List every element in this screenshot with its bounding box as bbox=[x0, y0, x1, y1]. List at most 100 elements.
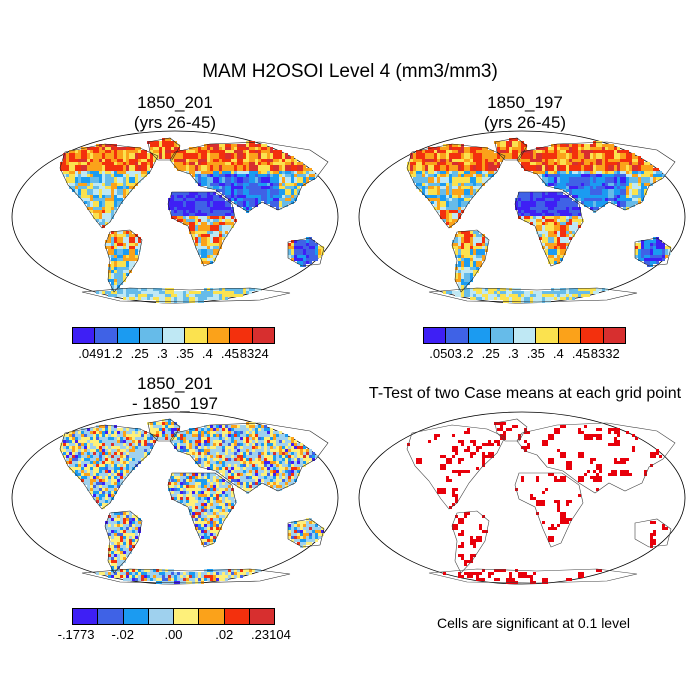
panel3-map bbox=[11, 411, 339, 585]
colorbar-swatch bbox=[199, 609, 225, 624]
colorbar-swatch bbox=[513, 328, 537, 343]
colorbar-swatch bbox=[224, 609, 250, 624]
coastline-north-america bbox=[406, 424, 506, 510]
colorbar-swatch bbox=[73, 328, 96, 343]
coastline-australia bbox=[287, 237, 325, 267]
colorbar-swatch bbox=[424, 328, 447, 343]
colorbar-tick-label: .45 bbox=[571, 346, 590, 361]
coastline-south-america bbox=[451, 229, 490, 293]
colorbar-swatch bbox=[162, 328, 186, 343]
panel2-colorbar bbox=[423, 327, 626, 344]
colorbar-swatch bbox=[491, 328, 514, 343]
coastline-eurasia bbox=[169, 141, 329, 213]
coastline-greenland bbox=[147, 137, 181, 161]
coastline-australia bbox=[634, 518, 672, 548]
colorbar-tick-label: .3 bbox=[507, 346, 519, 361]
map-cells bbox=[60, 419, 324, 584]
coastline-eurasia bbox=[516, 422, 676, 494]
colorbar-tick-label: .4 bbox=[201, 346, 213, 361]
panel2-title-line2: (yrs 26-45) bbox=[483, 113, 567, 132]
coastline-south-america bbox=[451, 510, 490, 574]
colorbar-tick-label: .4 bbox=[552, 346, 564, 361]
coastline-north-america bbox=[59, 424, 159, 510]
colorbar-swatch bbox=[536, 328, 559, 343]
colorbar-tick-label: .2 bbox=[462, 346, 474, 361]
panel3-title-line2: - 1850_197 bbox=[131, 394, 219, 413]
coastline-antarctica bbox=[81, 568, 291, 584]
coastline-greenland bbox=[494, 418, 528, 442]
panel3-colorbar-labels: -.1773 -.02 .00 .02 .23104 bbox=[0, 627, 700, 647]
colorbar-swatch bbox=[230, 328, 253, 343]
panel4-map bbox=[358, 411, 686, 585]
coastline-eurasia bbox=[516, 141, 676, 213]
panel1-map bbox=[11, 130, 339, 304]
colorbar-tick-label: .2 bbox=[111, 346, 123, 361]
colorbar-tick-label: .45 bbox=[220, 346, 239, 361]
colorbar-swatch bbox=[174, 609, 200, 624]
colorbar-tick-label: .0503 bbox=[429, 346, 462, 361]
panel2-title-line1: 1850_197 bbox=[487, 93, 563, 112]
colorbar-swatch bbox=[140, 328, 163, 343]
coastline-antarctica bbox=[81, 287, 291, 303]
colorbar-swatch bbox=[252, 328, 274, 343]
colorbar-tick-label: .8332 bbox=[587, 346, 620, 361]
coastline-africa bbox=[167, 191, 237, 267]
panel1-colorbar bbox=[72, 327, 275, 344]
colorbar-tick-label: .02 bbox=[215, 627, 234, 642]
colorbar-swatch bbox=[558, 328, 582, 343]
colorbar-swatch bbox=[603, 328, 625, 343]
colorbar-swatch bbox=[148, 609, 174, 624]
colorbar-tick-label: .0491 bbox=[78, 346, 111, 361]
colorbar-swatch bbox=[446, 328, 469, 343]
coastline-eurasia bbox=[169, 422, 329, 494]
panel1-title: 1850_201 (yrs 26-45) bbox=[30, 93, 320, 133]
coastline-greenland bbox=[147, 418, 181, 442]
colorbar-swatch bbox=[73, 609, 99, 624]
panel4-title: T-Test of two Case means at each grid po… bbox=[368, 385, 682, 402]
panel3-title: 1850_201 - 1850_197 bbox=[30, 374, 320, 414]
coastline-australia bbox=[287, 518, 325, 548]
panel2-map bbox=[358, 130, 686, 304]
colorbar-tick-label: .3 bbox=[156, 346, 168, 361]
panel2-title: 1850_197 (yrs 26-45) bbox=[380, 93, 670, 133]
coastline-north-america bbox=[406, 143, 506, 229]
coastline-antarctica bbox=[428, 568, 638, 584]
coastline-australia bbox=[634, 237, 672, 267]
colorbar-swatch bbox=[249, 609, 274, 624]
colorbar-swatch bbox=[123, 609, 149, 624]
panel1-colorbar-labels: .0491.2.25.3.35.4.45.8324 bbox=[0, 346, 700, 366]
colorbar-tick-label: .35 bbox=[175, 346, 194, 361]
colorbar-swatch bbox=[581, 328, 604, 343]
colorbar-swatch bbox=[207, 328, 231, 343]
map-cells bbox=[407, 422, 668, 584]
colorbar-swatch bbox=[117, 328, 141, 343]
coastline-antarctica bbox=[428, 287, 638, 303]
panel3-colorbar bbox=[72, 608, 275, 625]
colorbar-tick-label: .25 bbox=[481, 346, 500, 361]
colorbar-tick-label: -.02 bbox=[111, 627, 134, 642]
colorbar-tick-label: -.1773 bbox=[57, 627, 95, 642]
coastline-africa bbox=[167, 472, 237, 548]
coastline-africa bbox=[514, 191, 584, 267]
map-cells bbox=[407, 138, 671, 303]
colorbar-swatch bbox=[185, 328, 208, 343]
colorbar-tick-label: .35 bbox=[526, 346, 545, 361]
coastline-africa bbox=[514, 472, 584, 548]
colorbar-tick-label: .00 bbox=[164, 627, 183, 642]
coastline-north-america bbox=[59, 143, 159, 229]
colorbar-swatch bbox=[95, 328, 118, 343]
panel1-title-line2: (yrs 26-45) bbox=[133, 113, 217, 132]
colorbar-tick-label: .23104 bbox=[251, 627, 291, 642]
main-title: MAM H2OSOI Level 4 (mm3/mm3) bbox=[202, 61, 498, 82]
colorbar-tick-label: .25 bbox=[130, 346, 149, 361]
colorbar-swatch bbox=[98, 609, 124, 624]
coastline-south-america bbox=[104, 510, 143, 574]
significance-note: Cells are significant at 0.1 level bbox=[437, 615, 630, 631]
colorbar-swatch bbox=[468, 328, 492, 343]
panel1-title-line1: 1850_201 bbox=[137, 93, 213, 112]
coastline-south-america bbox=[104, 229, 143, 293]
panel3-title-line1: 1850_201 bbox=[137, 374, 213, 393]
colorbar-tick-label: .8324 bbox=[236, 346, 269, 361]
panel2-colorbar-labels: .0503.2.25.3.35.4.45.8332 bbox=[0, 346, 700, 366]
coastline-greenland bbox=[494, 137, 528, 161]
